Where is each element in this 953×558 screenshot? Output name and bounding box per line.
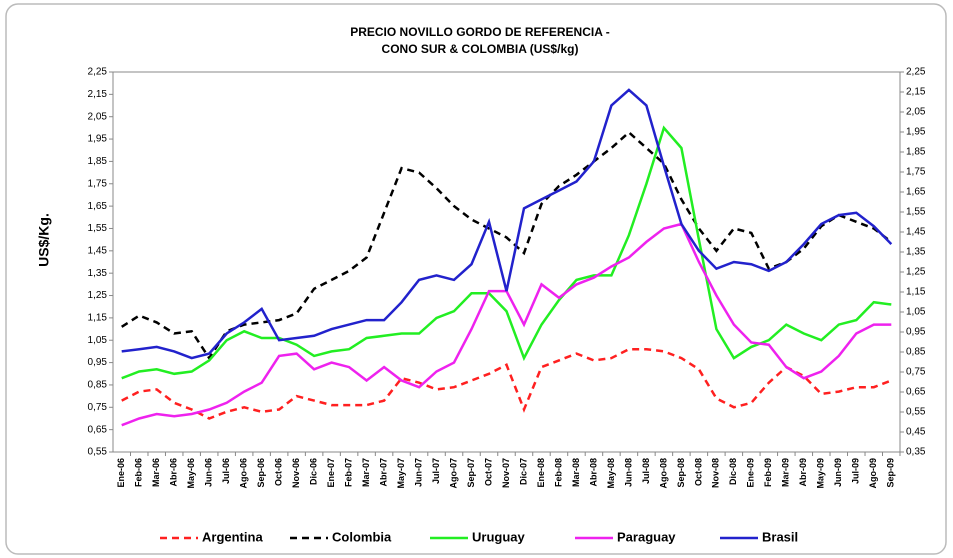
y-tick-label: 1,15 [88, 313, 108, 324]
x-tick-label: Jul-09 [851, 458, 861, 484]
x-tick-label: Mar-08 [571, 458, 581, 487]
y2-tick-label: 1,05 [906, 307, 926, 318]
y2-tick-label: 1,25 [906, 267, 926, 278]
y2-tick-label: 0,65 [906, 387, 926, 398]
x-tick-label: Mar-07 [361, 458, 371, 487]
series-line [121, 130, 893, 361]
legend-label: Argentina [202, 529, 263, 544]
y-axis-title: US$/Kg. [36, 213, 52, 267]
y2-tick-label: 1,35 [906, 247, 926, 258]
x-tick-label: Ago-08 [658, 458, 668, 489]
x-tick-label: Sep-07 [466, 458, 476, 488]
x-tick-label: Abr-08 [588, 458, 598, 487]
y-tick-label: 0,55 [88, 447, 108, 458]
legend-label: Brasil [762, 529, 798, 544]
x-tick-label: Jul-08 [641, 458, 651, 484]
y2-tick-label: 2,05 [906, 107, 926, 118]
y2-tick-label: 0,55 [906, 407, 926, 418]
x-tick-label: Feb-06 [134, 458, 144, 487]
y2-tick-label: 0,95 [906, 327, 926, 338]
x-tick-label: Dic-08 [728, 458, 738, 485]
y2-tick-label: 1,45 [906, 227, 926, 238]
x-tick-label: Jun-07 [413, 458, 423, 487]
y-tick-label: 1,95 [88, 134, 108, 145]
y2-tick-label: 1,55 [906, 207, 926, 218]
chart-frame [5, 3, 947, 555]
x-tick-label: Nov-07 [501, 458, 511, 488]
x-tick-label: Jun-06 [204, 458, 214, 487]
x-tick-label: Feb-09 [763, 458, 773, 487]
x-tick-label: Ene-07 [326, 458, 336, 488]
y2-tick-label: 0,85 [906, 347, 926, 358]
y-tick-label: 1,75 [88, 178, 108, 189]
x-tick-label: Ene-09 [746, 458, 756, 488]
y-tick-label: 1,85 [88, 156, 108, 167]
x-tick-label: Nov-08 [711, 458, 721, 488]
x-tick-label: May-07 [396, 458, 406, 489]
y-tick-label: 2,05 [88, 111, 108, 122]
x-tick-label: Oct-08 [693, 458, 703, 486]
x-tick-label: Feb-07 [343, 458, 353, 487]
x-tick-label: Dic-07 [518, 458, 528, 485]
x-tick-label: Ene-08 [536, 458, 546, 488]
series-line [121, 125, 892, 380]
y-tick-label: 2,15 [88, 89, 108, 100]
series-line [121, 347, 892, 420]
y-tick-label: 1,35 [88, 268, 108, 279]
x-tick-label: Jul-06 [221, 458, 231, 484]
y-tick-label: 1,55 [88, 223, 108, 234]
chart-subtitle: CONO SUR & COLOMBIA (US$/kg) [382, 42, 579, 56]
plot-area [112, 71, 901, 453]
x-tick-label: May-08 [606, 458, 616, 489]
y-tick-label: 0,85 [88, 380, 108, 391]
y2-tick-label: 0,75 [906, 367, 926, 378]
x-tick-label: May-06 [186, 458, 196, 489]
y-tick-label: 1,25 [88, 290, 108, 301]
x-tick-label: Abr-06 [169, 458, 179, 487]
x-tick-label: Oct-07 [483, 458, 493, 486]
x-tick-label: Ago-09 [868, 458, 878, 489]
x-tick-label: Jun-08 [623, 458, 633, 487]
y2-tick-label: 1,75 [906, 167, 926, 178]
legend-label: Uruguay [472, 529, 526, 544]
y-tick-label: 1,65 [88, 201, 108, 212]
x-tick-label: May-09 [816, 458, 826, 489]
y-tick-label: 2,25 [88, 67, 108, 78]
y-tick-label: 0,75 [88, 402, 108, 413]
y2-tick-label: 0,45 [906, 427, 926, 438]
y-tick-label: 1,05 [88, 335, 108, 346]
y-tick-label: 0,95 [88, 357, 108, 368]
y2-tick-label: 0,35 [906, 447, 926, 458]
x-tick-label: Ago-07 [448, 458, 458, 489]
x-tick-label: Mar-06 [151, 458, 161, 487]
x-tick-label: Mar-09 [781, 458, 791, 487]
y2-tick-label: 1,95 [906, 127, 926, 138]
legend-label: Paraguay [617, 529, 676, 544]
chart-title: PRECIO NOVILLO GORDO DE REFERENCIA - [350, 25, 610, 39]
y2-tick-label: 1,85 [906, 147, 926, 158]
y2-tick-label: 2,15 [906, 87, 926, 98]
series-line [121, 88, 893, 360]
x-tick-label: Sep-06 [256, 458, 266, 488]
y2-tick-label: 1,65 [906, 187, 926, 198]
x-tick-label: Feb-08 [553, 458, 563, 487]
y-tick-label: 0,65 [88, 424, 108, 435]
x-tick-label: Dic-06 [308, 458, 318, 485]
x-tick-label: Abr-09 [798, 458, 808, 487]
x-tick-label: Ago-06 [239, 458, 249, 489]
y2-tick-label: 2,25 [906, 67, 926, 78]
legend-label: Colombia [332, 529, 392, 544]
y-tick-label: 1,45 [88, 245, 108, 256]
x-tick-label: Nov-06 [291, 458, 301, 488]
x-tick-label: Sep-08 [676, 458, 686, 488]
y2-tick-label: 1,15 [906, 287, 926, 298]
x-tick-label: Abr-07 [378, 458, 388, 487]
x-tick-label: Sep-09 [886, 458, 896, 488]
x-tick-label: Jun-09 [833, 458, 843, 487]
x-tick-label: Oct-06 [274, 458, 284, 486]
x-tick-label: Ene-06 [116, 458, 126, 488]
x-tick-label: Jul-07 [431, 458, 441, 484]
